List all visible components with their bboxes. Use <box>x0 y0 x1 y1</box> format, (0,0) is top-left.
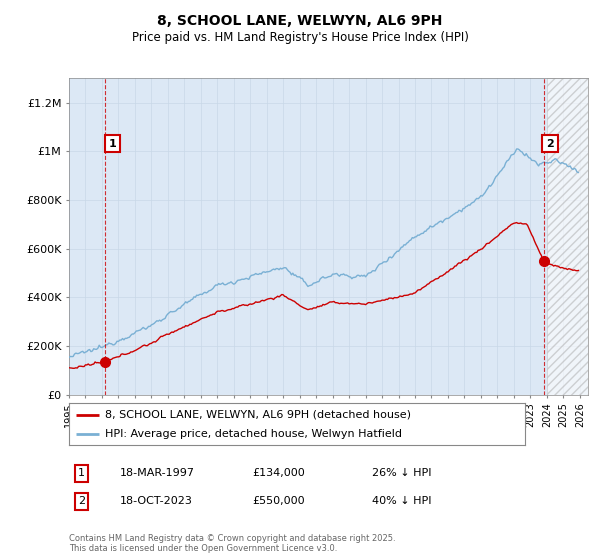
Text: 26% ↓ HPI: 26% ↓ HPI <box>372 468 431 478</box>
Text: 18-MAR-1997: 18-MAR-1997 <box>120 468 195 478</box>
Text: 40% ↓ HPI: 40% ↓ HPI <box>372 496 431 506</box>
Text: 2: 2 <box>78 496 85 506</box>
Text: 8, SCHOOL LANE, WELWYN, AL6 9PH: 8, SCHOOL LANE, WELWYN, AL6 9PH <box>157 14 443 28</box>
Text: 1: 1 <box>109 138 116 148</box>
Text: 2: 2 <box>546 138 554 148</box>
Text: £550,000: £550,000 <box>252 496 305 506</box>
Bar <box>547 78 588 395</box>
Text: £134,000: £134,000 <box>252 468 305 478</box>
Bar <box>547 78 588 395</box>
Text: 1: 1 <box>78 468 85 478</box>
Text: 8, SCHOOL LANE, WELWYN, AL6 9PH (detached house): 8, SCHOOL LANE, WELWYN, AL6 9PH (detache… <box>106 409 412 419</box>
Text: HPI: Average price, detached house, Welwyn Hatfield: HPI: Average price, detached house, Welw… <box>106 429 403 439</box>
Bar <box>547 78 588 395</box>
Text: Contains HM Land Registry data © Crown copyright and database right 2025.
This d: Contains HM Land Registry data © Crown c… <box>69 534 395 553</box>
Text: 18-OCT-2023: 18-OCT-2023 <box>120 496 193 506</box>
Text: Price paid vs. HM Land Registry's House Price Index (HPI): Price paid vs. HM Land Registry's House … <box>131 31 469 44</box>
